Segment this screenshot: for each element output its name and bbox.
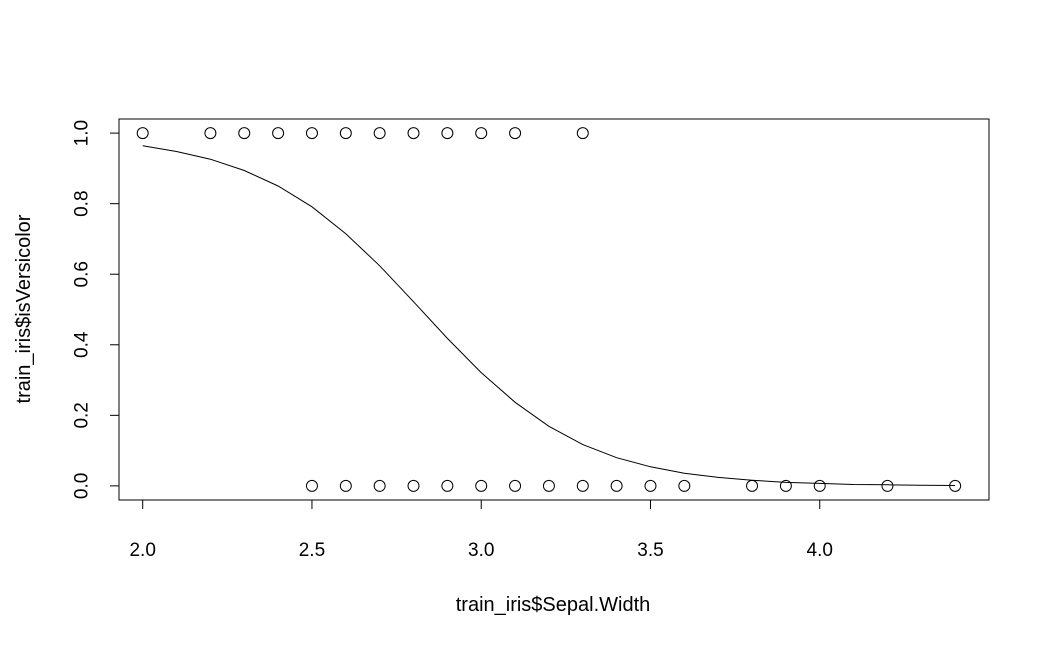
data-point [678, 479, 691, 492]
data-point [746, 479, 759, 492]
plot-frame [118, 118, 990, 501]
data-point [881, 479, 894, 492]
y-tick-label: 0.6 [72, 261, 93, 287]
data-point [305, 479, 318, 492]
x-axis: 2.0 2.5 3.0 3.5 4.0 [129, 499, 833, 561]
y-tick-label: 1.0 [72, 120, 93, 146]
data-point [644, 479, 657, 492]
data-point [136, 127, 149, 140]
y-tick-label: 0.0 [72, 473, 93, 499]
data-point [576, 127, 589, 140]
data-point [238, 127, 251, 140]
logistic-fit-curve [142, 145, 956, 486]
data-point [272, 127, 285, 140]
data-points [136, 127, 962, 492]
x-tick-label: 3.0 [468, 540, 494, 561]
y-tick-label: 0.2 [72, 402, 93, 428]
data-point [475, 127, 488, 140]
x-axis-label: train_iris$Sepal.Width [456, 594, 651, 616]
data-point [373, 479, 386, 492]
data-point [339, 479, 352, 492]
y-axis-label: train_iris$isVersicolor [13, 214, 35, 403]
data-point [576, 479, 589, 492]
y-tick-label: 0.8 [72, 190, 93, 216]
x-tick-label: 2.5 [299, 540, 325, 561]
data-point [542, 479, 555, 492]
data-point [407, 479, 420, 492]
x-tick-label: 4.0 [807, 540, 833, 561]
data-point [305, 127, 318, 140]
data-point [441, 127, 454, 140]
data-point [949, 479, 962, 492]
data-point [610, 479, 623, 492]
data-point [813, 479, 826, 492]
data-point [407, 127, 420, 140]
y-tick-label: 0.4 [72, 331, 93, 358]
x-tick-label: 2.0 [129, 540, 155, 561]
data-point [475, 479, 488, 492]
data-point [779, 479, 792, 492]
data-point [441, 479, 454, 492]
data-point [373, 127, 386, 140]
data-point [339, 127, 352, 140]
data-point [204, 127, 217, 140]
y-axis: 0.0 0.2 0.4 0.6 0.8 1.0 [72, 120, 120, 499]
data-point [509, 479, 522, 492]
data-point [509, 127, 522, 140]
x-tick-label: 3.5 [637, 540, 663, 561]
